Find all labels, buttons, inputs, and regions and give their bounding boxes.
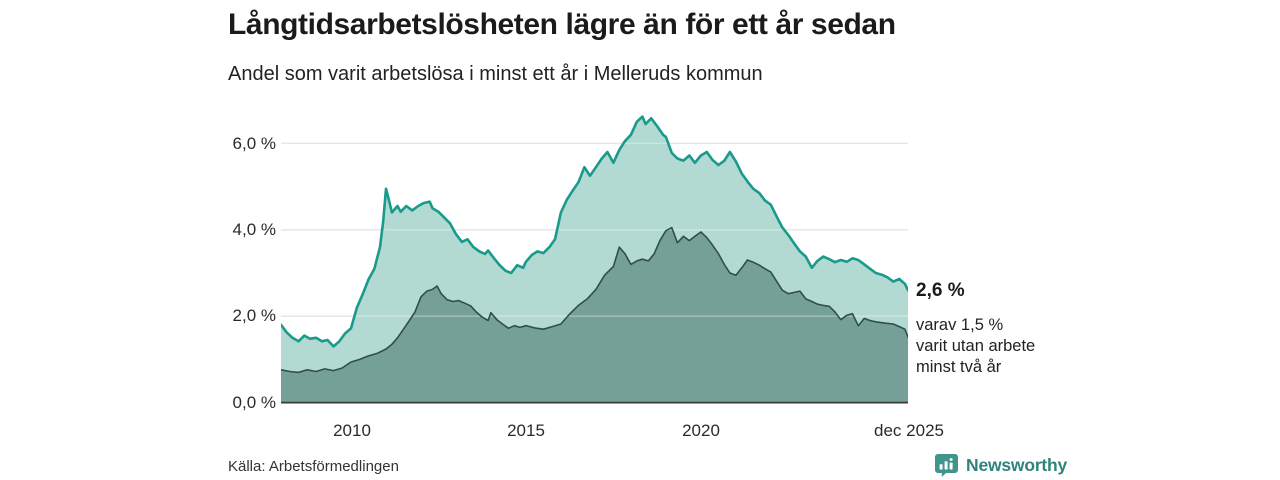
y-tick-0: 0,0 % (232, 393, 276, 412)
annotation-line-2: varit utan arbete (916, 337, 1036, 355)
annotation-line-1: varav 1,5 % (916, 316, 1004, 334)
area-fill-two-year (281, 227, 908, 403)
gridline-overlay (281, 142, 908, 317)
end-value-label-total: 2,6 % (916, 280, 965, 301)
newsworthy-logo-icon (935, 453, 958, 477)
y-tick-4: 4,0 % (232, 220, 276, 239)
newsworthy-logo-text: Newsworthy (966, 454, 1068, 475)
x-tick-dec-2025: dec 2025 (874, 421, 944, 440)
y-tick-6: 6,0 % (232, 134, 276, 153)
x-tick-2020: 2020 (682, 421, 720, 440)
area-chart-plot (281, 115, 908, 404)
y-tick-2: 2,0 % (232, 306, 276, 325)
series-line-total (281, 115, 908, 348)
annotation-line-3: minst två år (916, 358, 1002, 376)
source-note: Källa: Arbetsförmedlingen (228, 458, 399, 475)
end-value-label-two-year: varav 1,5 % varit utan arbete minst två … (916, 315, 1035, 378)
x-tick-2015: 2015 (507, 421, 545, 440)
page-subtitle: Andel som varit arbetslösa i minst ett å… (228, 63, 763, 85)
newsworthy-brand: Newsworthy (934, 452, 1067, 478)
page-title: Långtidsarbetslösheten lägre än för ett … (228, 8, 896, 41)
series-line-two-year (281, 226, 908, 374)
x-tick-2010: 2010 (333, 421, 371, 440)
